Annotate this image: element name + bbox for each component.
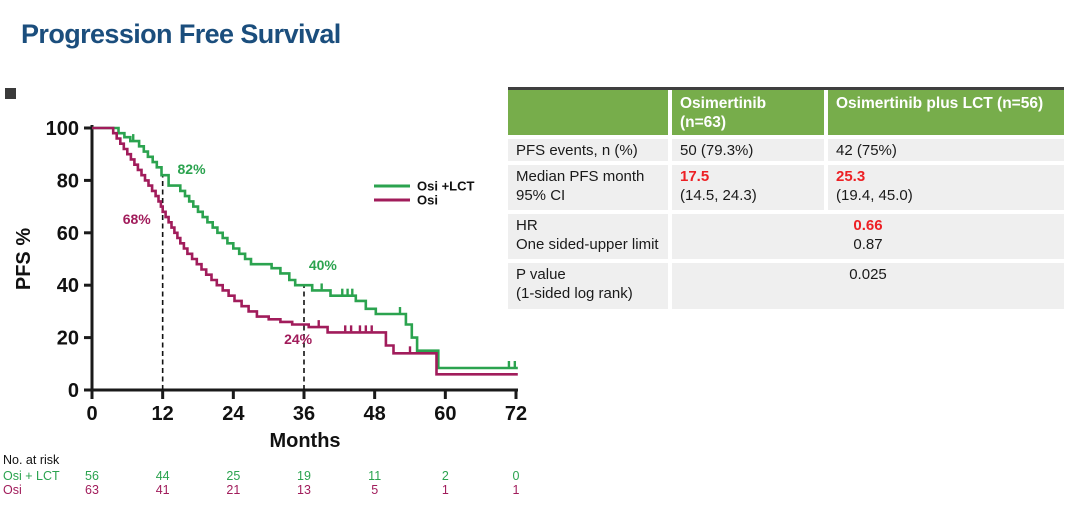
km-curve-osi (92, 126, 518, 376)
stats-pfs-events-osi: 50 (79.3%) (672, 139, 824, 161)
svg-text:PFS %: PFS % (13, 228, 35, 290)
svg-text:36: 36 (293, 403, 315, 425)
stats-pvalue-value: 0.025 (672, 263, 1064, 309)
stats-header-osimertinib: Osimertinib (n=63) (672, 90, 824, 135)
stats-pvalue-label-line1: P value (516, 266, 566, 283)
stats-pvalue-label: P value (1-sided log rank) (508, 263, 668, 309)
risk-count: 11 (368, 469, 381, 483)
risk-table-heading: No. at risk (3, 453, 60, 467)
legend-label-osi: Osi (417, 193, 438, 208)
stats-median-label-line1: Median PFS month (516, 168, 645, 185)
stats-median-osi-lct: 25.3 (19.4, 45.0) (828, 165, 1064, 210)
y-axis-title: PFS % (13, 228, 35, 290)
decoration-square (5, 88, 16, 99)
stats-hr-value: 0.66 (853, 217, 883, 234)
stats-median-osi-lct-value: 25.3 (836, 168, 866, 185)
risk-count: 1 (442, 483, 449, 497)
risk-count: 44 (156, 469, 170, 483)
x-axis-title: Months (269, 430, 340, 452)
risk-count: 0 (513, 469, 520, 483)
stats-median-osi-value: 17.5 (680, 168, 710, 185)
stats-table: Osimertinib (n=63) Osimertinib plus LCT … (508, 87, 1064, 309)
risk-count: 2 (442, 469, 449, 483)
svg-text:80: 80 (57, 170, 79, 192)
legend-label-osi-lct: Osi +LCT (417, 179, 474, 194)
stats-median-label-line2: 95% CI (516, 187, 566, 204)
stats-pvalue-label-line2: (1-sided log rank) (516, 285, 633, 302)
stats-hr-upper-limit: 0.87 (853, 236, 883, 253)
risk-row-label-osi: Osi (3, 483, 22, 497)
svg-text:0: 0 (68, 380, 79, 402)
axis-tick-labels: 0 20 40 60 80 100 0 12 24 36 48 60 72 (46, 118, 528, 425)
svg-text:0: 0 (86, 403, 97, 425)
stats-header-osimertinib-plus-lct: Osimertinib plus LCT (n=56) (828, 90, 1064, 135)
risk-row-label-osi-lct: Osi + LCT (3, 469, 60, 483)
annotation-40: 40% (309, 257, 338, 273)
annotation-82: 82% (178, 161, 207, 177)
svg-text:72: 72 (505, 403, 527, 425)
risk-count: 19 (297, 469, 311, 483)
risk-count: 56 (85, 469, 99, 483)
risk-count: 63 (85, 483, 99, 497)
risk-count: 41 (156, 483, 170, 497)
censor-marks-osi (317, 320, 412, 353)
stats-pfs-events-osi-lct: 42 (75%) (828, 139, 1064, 161)
stats-hr-label: HR One sided-upper limit (508, 214, 668, 259)
stats-median-osi-ci: (14.5, 24.3) (680, 187, 757, 204)
censor-marks-osi-lct (132, 134, 517, 367)
svg-text:24: 24 (222, 403, 245, 425)
stats-pfs-events-label: PFS events, n (%) (508, 139, 668, 161)
svg-text:100: 100 (46, 118, 79, 140)
svg-text:Months: Months (269, 430, 340, 452)
svg-text:20: 20 (57, 328, 79, 350)
svg-text:48: 48 (364, 403, 386, 425)
annotation-24: 24% (284, 331, 313, 347)
stats-median-osi: 17.5 (14.5, 24.3) (672, 165, 824, 210)
stats-median-osi-lct-ci: (19.4, 45.0) (836, 187, 913, 204)
svg-text:12: 12 (152, 403, 174, 425)
risk-count: 1 (513, 483, 520, 497)
stats-median-label: Median PFS month 95% CI (508, 165, 668, 210)
stats-hr-values: 0.66 0.87 (672, 214, 1064, 259)
svg-text:60: 60 (57, 223, 79, 245)
risk-count: 13 (297, 483, 311, 497)
svg-text:40: 40 (57, 275, 79, 297)
risk-count: 21 (226, 483, 240, 497)
annotation-68: 68% (123, 211, 152, 227)
stats-header-blank (508, 90, 668, 135)
risk-count: 25 (226, 469, 240, 483)
km-curve-osi-lct (92, 126, 518, 370)
stats-hr-label-line1: HR (516, 217, 538, 234)
risk-count: 5 (371, 483, 378, 497)
stats-hr-label-line2: One sided-upper limit (516, 236, 659, 253)
svg-text:60: 60 (434, 403, 456, 425)
page-title: Progression Free Survival (21, 19, 341, 49)
axes (84, 125, 518, 399)
